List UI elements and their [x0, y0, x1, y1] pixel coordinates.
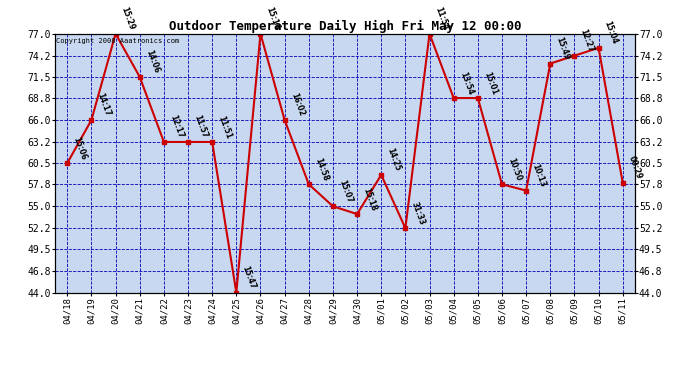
Text: 15:01: 15:01 [482, 70, 499, 96]
Text: 10:13: 10:13 [531, 163, 547, 188]
Text: 14:58: 14:58 [313, 156, 330, 182]
Text: 15:04: 15:04 [603, 20, 620, 46]
Text: 15:47: 15:47 [241, 265, 257, 290]
Text: 14:17: 14:17 [96, 92, 112, 118]
Text: 11:57: 11:57 [193, 114, 209, 140]
Text: 15:06: 15:06 [72, 135, 88, 161]
Text: 16:02: 16:02 [289, 92, 306, 118]
Text: 14:25: 14:25 [386, 147, 402, 173]
Text: 15:07: 15:07 [337, 178, 354, 204]
Text: 15:16: 15:16 [265, 6, 282, 32]
Text: 10:50: 10:50 [506, 156, 523, 182]
Text: 14:06: 14:06 [144, 49, 161, 75]
Text: 00:29: 00:29 [627, 155, 644, 180]
Text: 15:18: 15:18 [362, 186, 378, 212]
Text: 12:27: 12:27 [579, 28, 595, 54]
Title: Outdoor Temperature Daily High Fri May 12 00:00: Outdoor Temperature Daily High Fri May 1… [169, 20, 521, 33]
Text: 15:29: 15:29 [120, 6, 137, 32]
Text: Copyright 2008 Aaatronics.com: Copyright 2008 Aaatronics.com [57, 38, 179, 44]
Text: 12:17: 12:17 [168, 114, 185, 140]
Text: 11:51: 11:51 [217, 114, 233, 140]
Text: 15:49: 15:49 [555, 36, 571, 62]
Text: 11:54: 11:54 [434, 6, 451, 32]
Text: 31:33: 31:33 [410, 200, 426, 226]
Text: 13:54: 13:54 [458, 70, 475, 96]
